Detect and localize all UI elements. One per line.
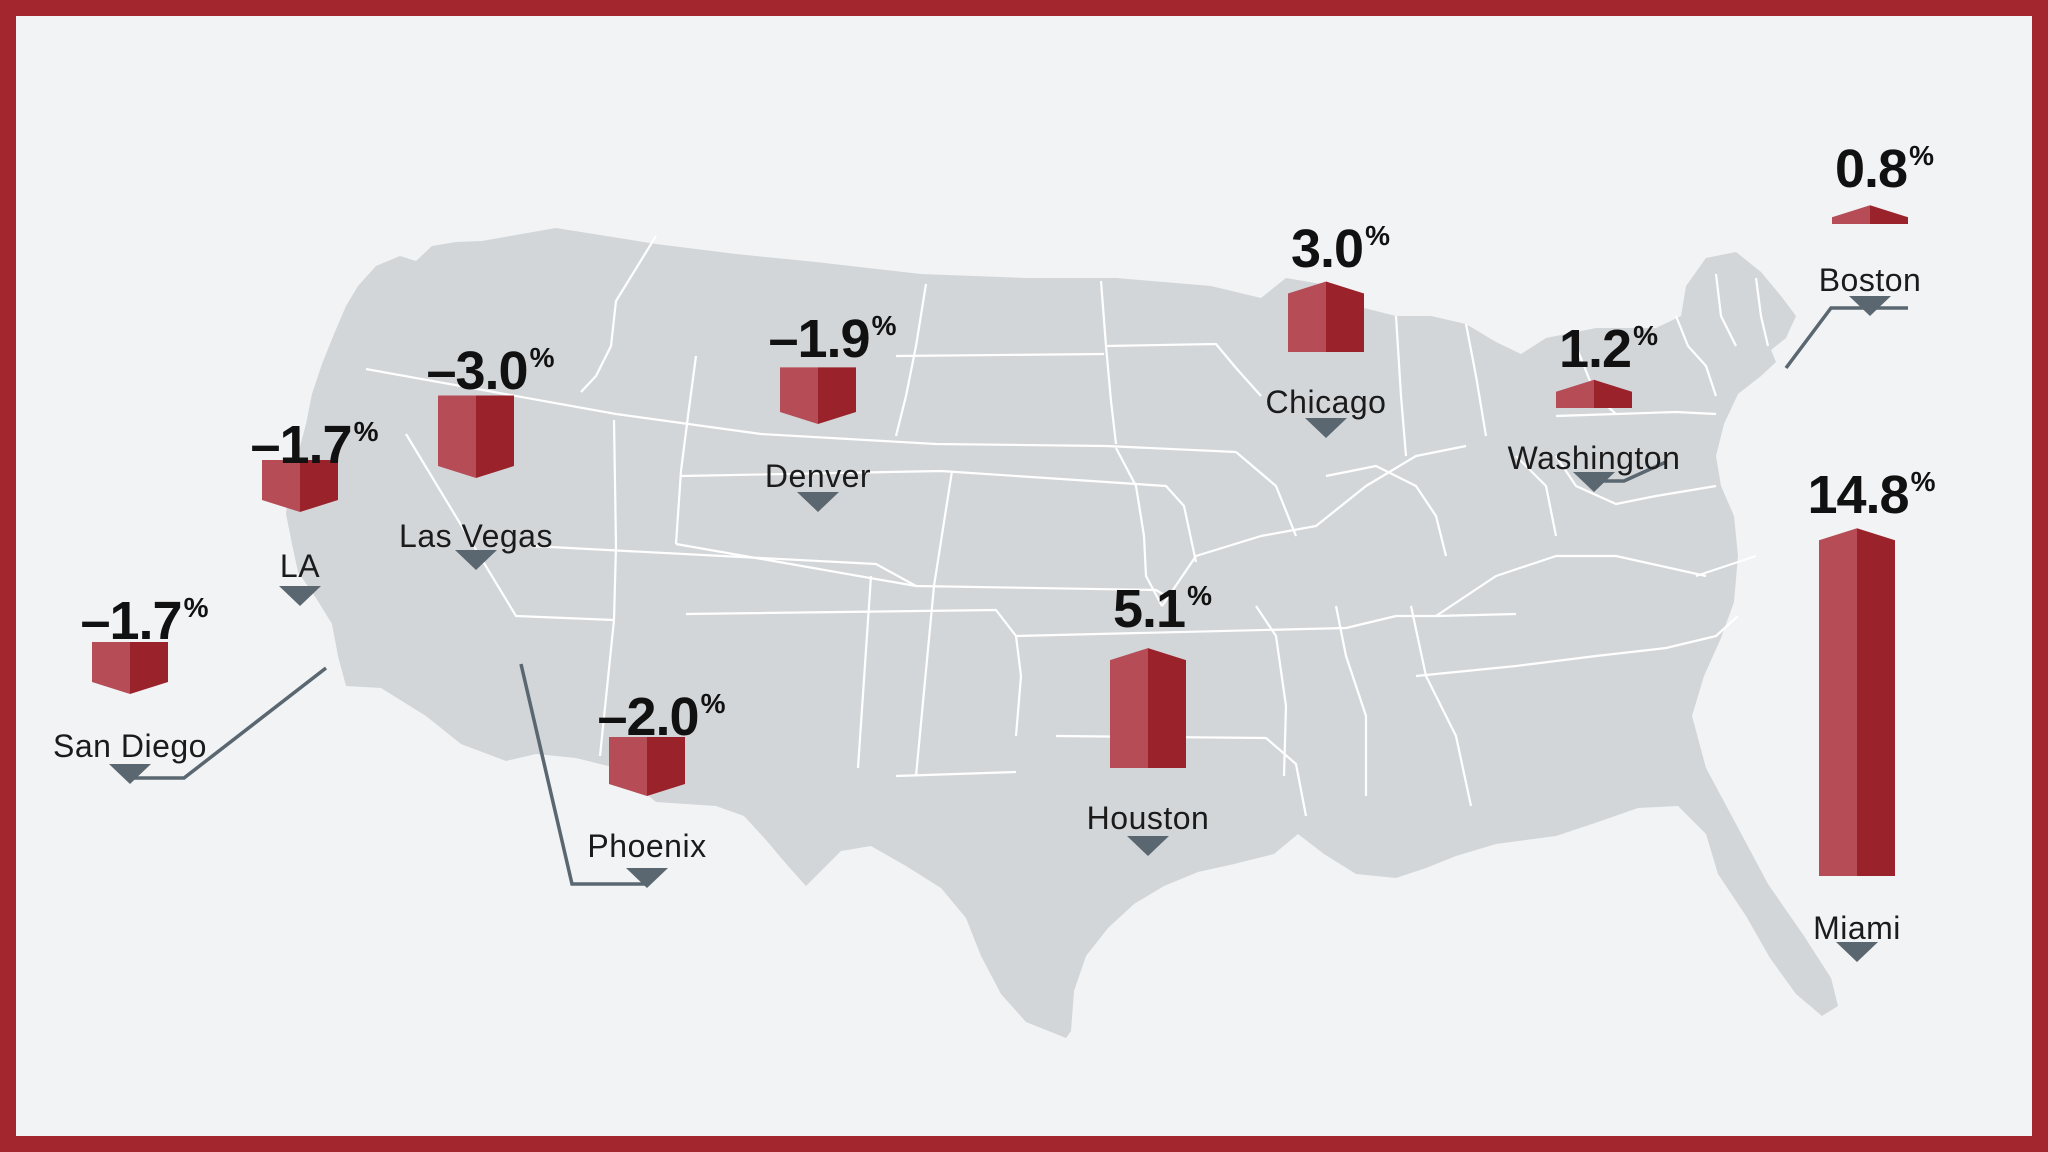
pointer-layer <box>109 296 1891 962</box>
city-label-boston: Boston <box>1818 262 1922 298</box>
bar-face-right <box>130 642 168 694</box>
value-unit: % <box>529 342 555 373</box>
bar-face-right <box>1148 648 1186 768</box>
bar-face-right <box>1594 379 1632 408</box>
caret-down-icon <box>1305 418 1347 438</box>
bar-face-left <box>780 367 818 424</box>
city-label-denver: Denver <box>764 458 872 494</box>
value-label-las-vegas: –3.0% <box>426 340 555 402</box>
bar-face-right <box>647 737 685 796</box>
bar-chicago <box>1288 281 1364 352</box>
bar-boston <box>1832 205 1908 224</box>
value-unit: % <box>1909 140 1934 171</box>
bar-face-left <box>262 460 300 512</box>
bar-face-left <box>1288 281 1326 352</box>
value-label-chicago: 3.0% <box>1291 218 1390 280</box>
value-label-san-diego: –1.7% <box>80 590 209 652</box>
city-label-phoenix: Phoenix <box>587 828 707 864</box>
caret-down-icon <box>279 586 321 606</box>
bar-face-left <box>92 642 130 694</box>
bar-las-vegas <box>438 395 514 478</box>
value-label-denver: –1.9% <box>768 308 897 370</box>
bar-miami <box>1819 528 1895 876</box>
value-unit: % <box>1633 320 1658 351</box>
bar-face-left <box>438 395 476 478</box>
caret-down-icon <box>1849 296 1891 316</box>
value-unit: % <box>1365 220 1390 251</box>
bar-face-left <box>1556 379 1594 408</box>
bar-face-right <box>1870 205 1908 224</box>
city-label-san-diego: San Diego <box>53 728 207 764</box>
value-number: –2.0 <box>597 687 699 747</box>
city-label-houston: Houston <box>1086 800 1210 836</box>
bar-face-right <box>818 367 856 424</box>
value-label-phoenix: –2.0% <box>597 686 726 748</box>
value-number: –3.0 <box>426 341 528 401</box>
value-number: 5.1 <box>1113 579 1186 639</box>
bar-houston <box>1110 648 1186 768</box>
city-label-la: LA <box>279 548 321 584</box>
leader-line-boston <box>1784 306 1908 370</box>
bar-face-right <box>1326 281 1364 352</box>
leader-line-phoenix <box>519 663 646 886</box>
caret-down-icon <box>1127 836 1169 856</box>
value-number: –1.7 <box>80 591 182 651</box>
value-label-washington: 1.2% <box>1559 318 1658 380</box>
state-borders <box>365 235 1770 817</box>
bar-phoenix <box>609 737 685 796</box>
value-number: –1.7 <box>250 415 352 475</box>
bar-denver <box>780 367 856 424</box>
value-unit: % <box>1187 580 1212 611</box>
bar-san-diego <box>92 642 168 694</box>
bar-face-right <box>1857 528 1895 876</box>
caret-down-icon <box>1836 942 1878 962</box>
value-label-boston: 0.8% <box>1835 138 1934 200</box>
caret-down-icon <box>797 492 839 512</box>
bar-face-left <box>1819 528 1857 876</box>
city-label-miami: Miami <box>1813 910 1901 946</box>
value-label-la: –1.7% <box>250 414 379 476</box>
value-label-miami: 14.8% <box>1807 464 1936 526</box>
us-map <box>92 205 1908 1038</box>
value-unit: % <box>871 310 897 341</box>
value-number: 3.0 <box>1291 219 1364 279</box>
value-unit: % <box>183 592 209 623</box>
value-label-houston: 5.1% <box>1113 578 1212 640</box>
value-unit: % <box>1910 466 1936 497</box>
caret-down-icon <box>455 550 497 570</box>
city-label-las-vegas: Las Vegas <box>399 518 553 554</box>
leader-line-san-diego <box>134 666 328 780</box>
bar-face-right <box>476 395 514 478</box>
value-number: 0.8 <box>1835 139 1908 199</box>
bar-face-left <box>1832 205 1870 224</box>
bar-la <box>262 460 338 512</box>
bar-face-left <box>609 737 647 796</box>
caret-down-icon <box>626 868 668 888</box>
city-label-chicago: Chicago <box>1265 384 1387 420</box>
city-label-washington: Washington <box>1507 440 1681 476</box>
value-unit: % <box>353 416 379 447</box>
value-number: –1.9 <box>768 309 870 369</box>
map-panel: –1.7% San Diego –1.7% LA –3.0% Las Vegas –1.9%… <box>16 16 2032 1136</box>
value-number: 14.8 <box>1807 465 1909 525</box>
bar-washington <box>1556 379 1632 408</box>
us-landmass <box>286 228 1838 1038</box>
caret-down-icon <box>109 764 151 784</box>
value-unit: % <box>700 688 726 719</box>
caret-down-icon <box>1573 472 1615 492</box>
value-number: 1.2 <box>1559 319 1632 379</box>
bar-layer <box>92 205 1908 876</box>
bar-face-left <box>1110 648 1148 768</box>
bar-face-right <box>300 460 338 512</box>
